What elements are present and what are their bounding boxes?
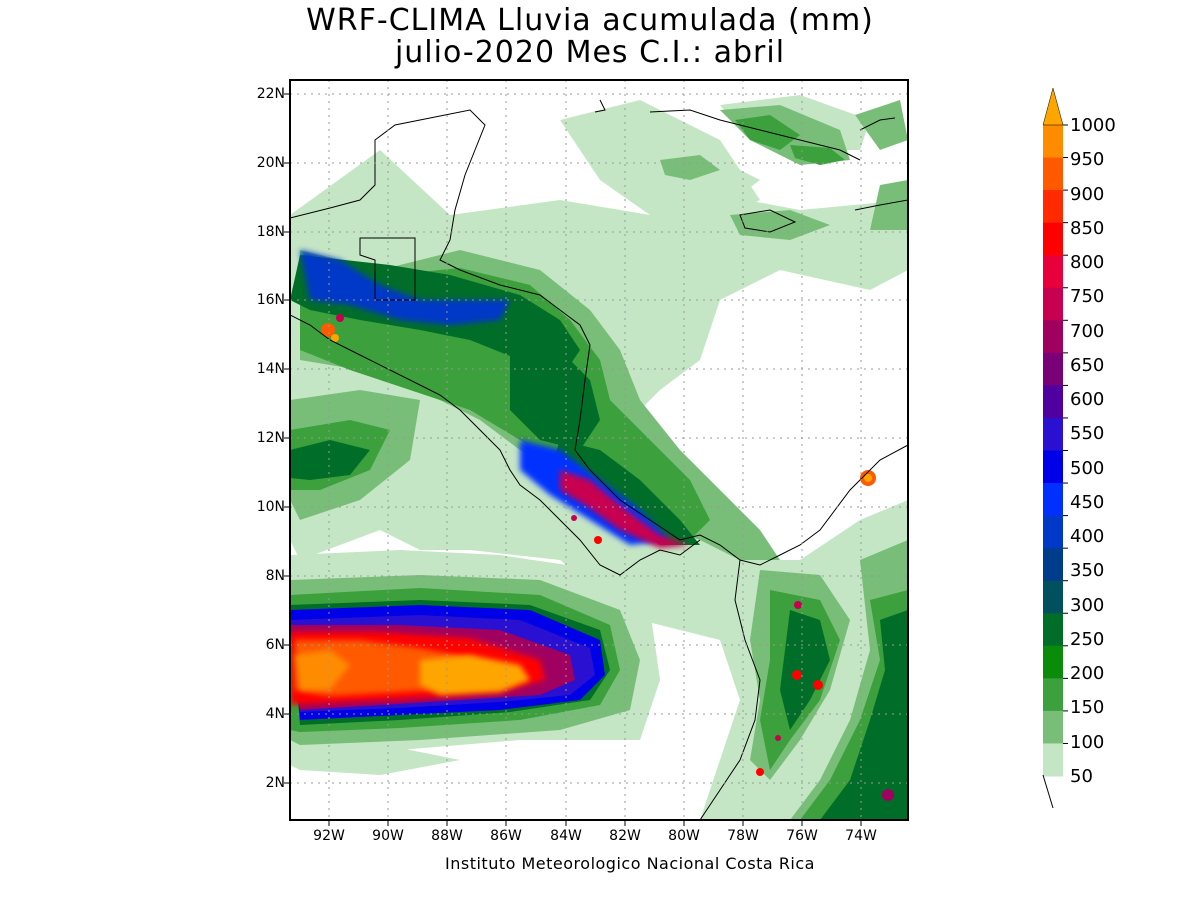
colorbar-label: 100 xyxy=(1070,732,1105,753)
lon-label: 84W xyxy=(550,828,582,844)
colorbar-label: 250 xyxy=(1070,629,1105,650)
lat-label: 2N xyxy=(265,775,285,791)
colorbar-label: 1000 xyxy=(1070,115,1116,136)
lat-label: 6N xyxy=(265,637,285,653)
lat-label: 20N xyxy=(256,155,285,171)
colorbar-swatch xyxy=(1043,287,1063,321)
colorbar-swatch xyxy=(1043,222,1063,256)
map-subtitle: julio-2020 Mes C.I.: abril xyxy=(394,35,786,70)
lat-label: 18N xyxy=(256,224,285,240)
colorbar-swatch xyxy=(1043,515,1063,549)
lon-label: 88W xyxy=(431,828,463,844)
rainfall-field xyxy=(290,95,908,820)
colorbar-swatch xyxy=(1043,548,1063,582)
colorbar-swatch xyxy=(1043,710,1063,744)
colorbar-label: 450 xyxy=(1070,492,1105,513)
colorbar-label: 900 xyxy=(1070,184,1105,205)
coastlines xyxy=(290,99,908,820)
colorbar-label: 400 xyxy=(1070,526,1105,547)
lat-label: 12N xyxy=(256,430,285,446)
lon-label: 92W xyxy=(313,828,345,844)
colorbar-swatch xyxy=(1043,580,1063,614)
lat-label: 4N xyxy=(265,706,285,722)
map-title: WRF-CLIMA Lluvia acumulada (mm) xyxy=(306,3,874,38)
lon-label: 76W xyxy=(786,828,818,844)
colorbar-label: 600 xyxy=(1070,389,1105,410)
colorbar-swatch xyxy=(1043,483,1063,517)
colorbar-swatch xyxy=(1043,417,1063,451)
lat-label: 22N xyxy=(256,86,285,102)
colorbar-swatch xyxy=(1043,678,1063,712)
colorbar-swatch xyxy=(1043,743,1063,777)
colorbar-label: 750 xyxy=(1070,286,1105,307)
colorbar-label: 850 xyxy=(1070,218,1105,239)
colorbar-label: 500 xyxy=(1070,458,1105,479)
lat-label: 10N xyxy=(256,499,285,515)
colorbar-swatch xyxy=(1043,157,1063,191)
lon-label: 86W xyxy=(490,828,522,844)
colorbar-underflow-tick xyxy=(1042,774,1054,809)
colorbar-swatch xyxy=(1043,385,1063,419)
colorbar-swatch xyxy=(1043,352,1063,386)
colorbar-swatch xyxy=(1043,190,1063,224)
colorbar-label: 200 xyxy=(1070,663,1105,684)
colorbar-label: 700 xyxy=(1070,321,1105,342)
lon-label: 82W xyxy=(609,828,641,844)
lat-label: 16N xyxy=(256,292,285,308)
colorbar-label: 350 xyxy=(1070,560,1105,581)
colorbar-label: 300 xyxy=(1070,595,1105,616)
colorbar-swatch xyxy=(1043,320,1063,354)
lon-label: 90W xyxy=(372,828,404,844)
colorbar xyxy=(1043,124,1068,777)
colorbar-label: 150 xyxy=(1070,697,1105,718)
colorbar-label: 800 xyxy=(1070,252,1105,273)
colorbar-swatch xyxy=(1043,645,1063,679)
colorbar-label: 950 xyxy=(1070,149,1105,170)
map-frame xyxy=(289,79,909,821)
colorbar-swatch xyxy=(1043,613,1063,647)
colorbar-label: 650 xyxy=(1070,355,1105,376)
graticule xyxy=(290,80,908,820)
colorbar-label: 50 xyxy=(1070,766,1093,787)
lat-label: 8N xyxy=(265,568,285,584)
lon-label: 78W xyxy=(727,828,759,844)
colorbar-label: 550 xyxy=(1070,423,1105,444)
lat-label: 14N xyxy=(256,361,285,377)
colorbar-swatch xyxy=(1043,125,1063,159)
colorbar-swatch xyxy=(1043,450,1063,484)
colorbar-overflow-arrow xyxy=(1042,87,1064,126)
colorbar-swatch xyxy=(1043,255,1063,289)
footer-credit: Instituto Meteorologico Nacional Costa R… xyxy=(445,854,815,873)
lon-label: 80W xyxy=(668,828,700,844)
lon-label: 74W xyxy=(845,828,877,844)
